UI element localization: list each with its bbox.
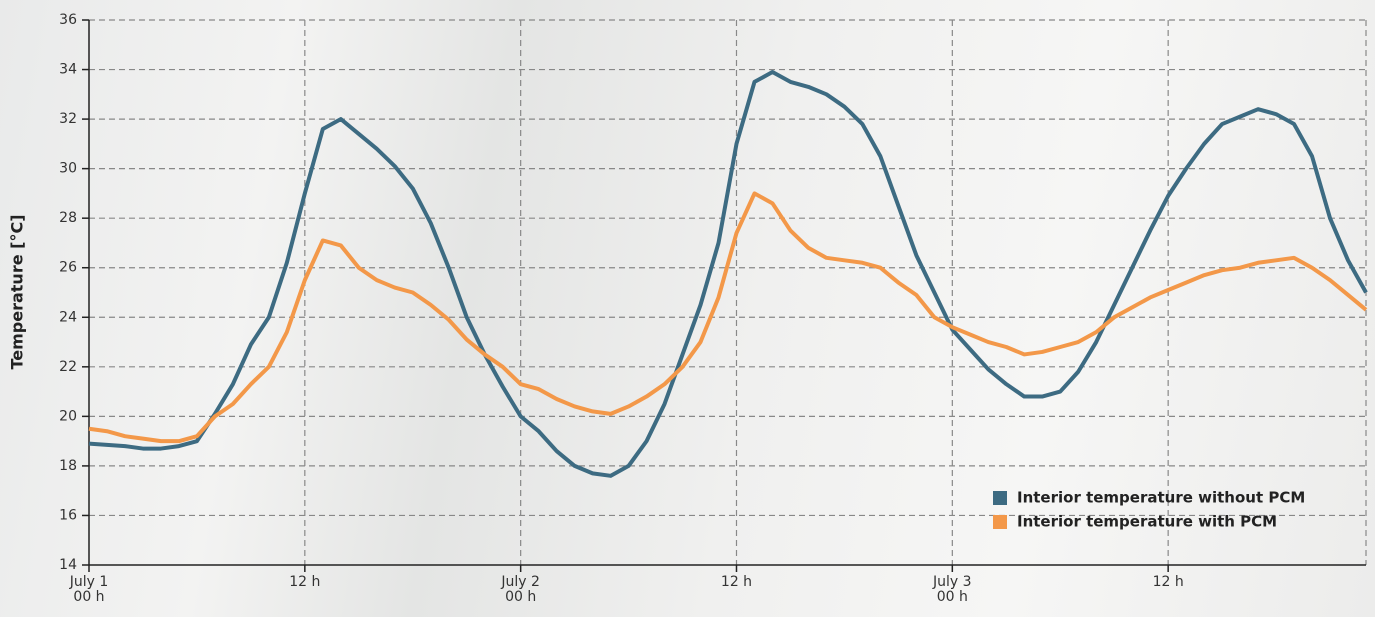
y-tick-label: 18 [59, 458, 77, 474]
y-tick-label: 36 [59, 12, 77, 28]
y-tick-label: 24 [59, 309, 77, 325]
y-tick-label: 26 [59, 260, 77, 276]
x-tick-label: July 2 00 h [501, 574, 540, 605]
y-tick-label: 14 [59, 557, 77, 573]
x-tick-label: 12 h [289, 574, 321, 590]
legend-swatch [993, 515, 1007, 529]
series-line [88, 70, 1368, 478]
y-tick-label: 16 [59, 507, 77, 523]
y-tick-label: 30 [59, 161, 77, 177]
legend-label: Interior temperature without PCM [1017, 489, 1305, 507]
y-tick-label: 28 [59, 210, 77, 226]
series-line [88, 191, 1368, 444]
y-tick-label: 20 [59, 408, 77, 424]
y-tick-label: 32 [59, 111, 77, 127]
x-tick-label: July 3 00 h [933, 574, 972, 605]
y-tick-label: 34 [59, 62, 77, 78]
y-tick-label: 22 [59, 359, 77, 375]
x-tick-label: July 1 00 h [69, 574, 109, 605]
x-tick-label: 12 h [1152, 574, 1184, 590]
legend-label: Interior temperature with PCM [1017, 513, 1277, 531]
y-axis-label: Temperature [°C] [8, 214, 27, 369]
x-tick-label: 12 h [720, 574, 753, 590]
legend-swatch [993, 491, 1007, 505]
